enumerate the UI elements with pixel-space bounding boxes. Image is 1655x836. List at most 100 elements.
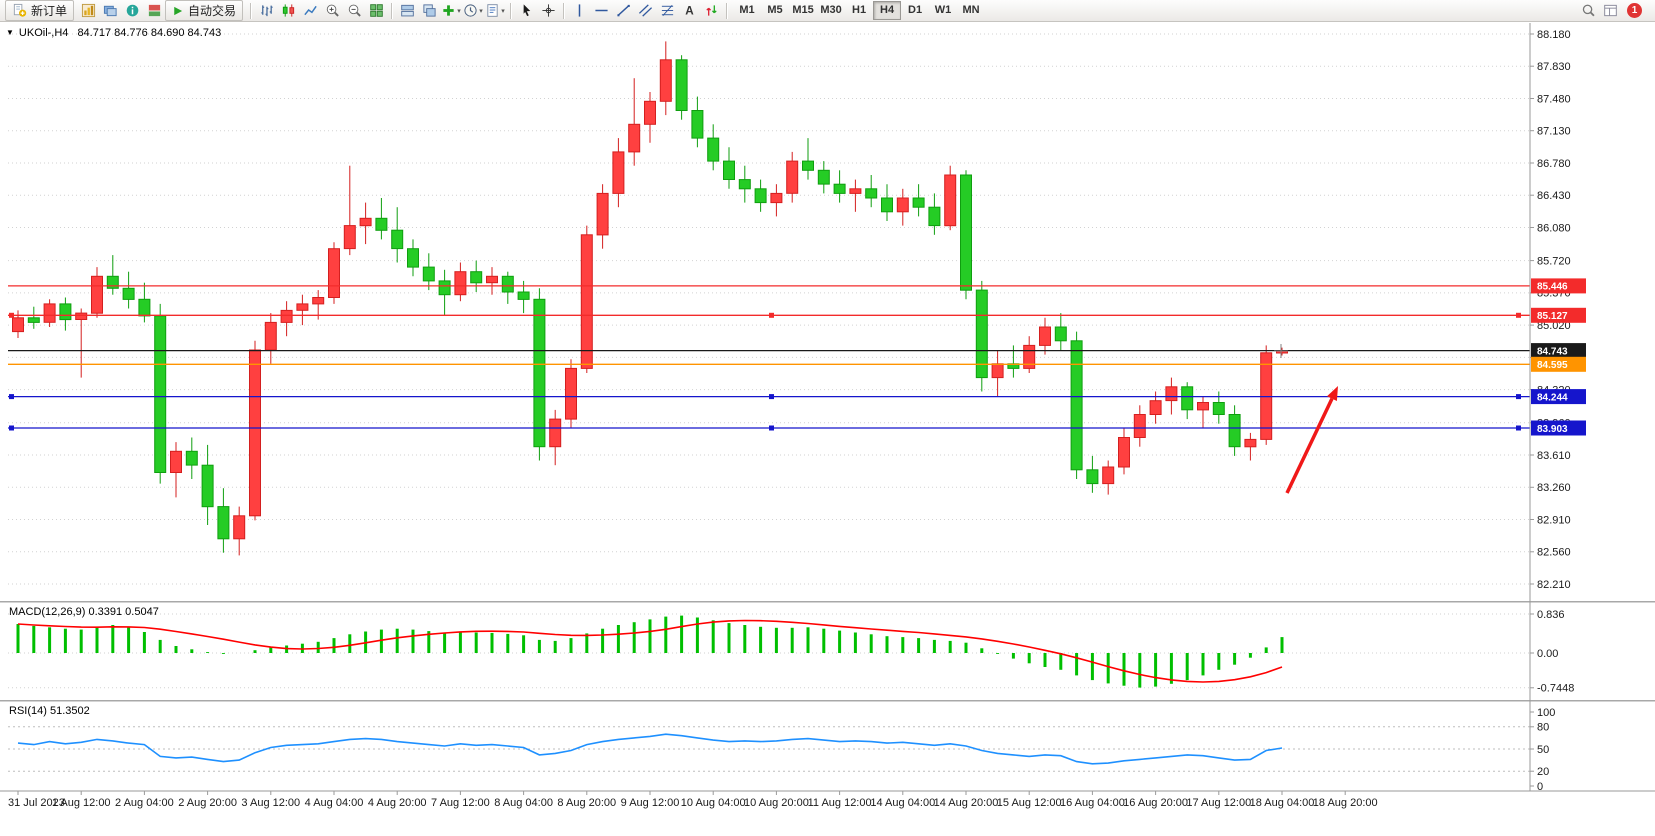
search-icon[interactable] — [1577, 1, 1599, 20]
trendline-icon[interactable] — [612, 1, 634, 20]
svg-text:-0.7448: -0.7448 — [1537, 683, 1574, 695]
channel-icon[interactable] — [634, 1, 656, 20]
candle — [217, 488, 230, 553]
auto-trading-button[interactable]: 自动交易 — [165, 0, 244, 21]
line-handle[interactable] — [769, 394, 774, 400]
hline-84.244[interactable] — [8, 394, 1530, 400]
indicators-icon[interactable]: ▾ — [440, 1, 462, 20]
macd-indicator-label: MACD(12,26,9) 0.3391 0.5047 — [9, 606, 159, 618]
timeframe-button-m30[interactable]: M30 — [820, 4, 842, 16]
horizontal-line-icon[interactable] — [590, 1, 612, 20]
crosshair-icon[interactable] — [537, 1, 559, 20]
line-handle[interactable] — [769, 425, 774, 431]
candle — [407, 239, 419, 277]
profiles-icon[interactable] — [99, 1, 121, 20]
tile-windows-icon[interactable] — [365, 1, 387, 20]
candle — [185, 437, 198, 479]
svg-text:15 Aug 12:00: 15 Aug 12:00 — [997, 797, 1062, 809]
candle — [280, 301, 293, 337]
templates-icon[interactable]: ▾ — [484, 1, 506, 20]
cascade-windows-icon[interactable] — [418, 1, 440, 20]
arrange-windows-icon[interactable] — [396, 1, 418, 20]
symbol-dropdown-icon[interactable]: ▼ — [6, 28, 14, 37]
candle — [1244, 432, 1257, 461]
candle — [1054, 313, 1067, 350]
notification-badge[interactable]: 1 — [1627, 3, 1642, 18]
panel-separator-rsi[interactable] — [0, 700, 1655, 703]
candle — [1118, 428, 1130, 475]
new-chart-icon[interactable] — [77, 1, 99, 20]
svg-text:9 Aug 12:00: 9 Aug 12:00 — [621, 797, 680, 809]
svg-text:0.00: 0.00 — [1537, 648, 1558, 660]
dropdown-caret-icon: ▾ — [501, 7, 505, 15]
line-handle[interactable] — [9, 394, 14, 400]
svg-text:87.830: 87.830 — [1537, 61, 1571, 73]
timeframe-button-d1[interactable]: D1 — [908, 4, 923, 16]
candle — [486, 267, 498, 295]
new-order-icon — [12, 3, 27, 18]
line-handle[interactable] — [9, 312, 14, 318]
svg-text:20: 20 — [1537, 766, 1549, 778]
hline-85.127[interactable] — [8, 312, 1530, 318]
svg-text:18 Aug 20:00: 18 Aug 20:00 — [1313, 797, 1378, 809]
data-window-icon[interactable] — [121, 1, 143, 20]
layout-icon[interactable] — [1599, 1, 1621, 20]
svg-text:85.446: 85.446 — [1537, 282, 1568, 293]
zoom-in-icon[interactable] — [321, 1, 343, 20]
new-order-button[interactable]: 新订单 — [5, 0, 75, 21]
line-handle[interactable] — [1516, 425, 1521, 431]
hline-83.903[interactable] — [8, 425, 1530, 431]
candle — [723, 147, 735, 189]
timeframe-button-h4[interactable]: H4 — [873, 1, 902, 20]
candle — [422, 253, 435, 291]
candle — [644, 92, 656, 143]
candle — [659, 41, 672, 116]
candle — [75, 308, 88, 378]
periods-icon[interactable]: ▾ — [462, 1, 484, 20]
candle — [328, 242, 340, 304]
candle — [975, 280, 988, 392]
timeframe-button-m5[interactable]: M5 — [767, 4, 783, 16]
candle — [296, 294, 309, 326]
zoom-out-icon[interactable] — [343, 1, 365, 20]
candle — [596, 184, 609, 249]
candle — [170, 442, 182, 498]
timeframe-button-m1[interactable]: M1 — [739, 4, 755, 16]
line-handle[interactable] — [1516, 394, 1521, 400]
text-icon[interactable]: A — [678, 1, 700, 20]
svg-text:86.080: 86.080 — [1537, 222, 1571, 234]
candle — [501, 271, 514, 304]
line-handle[interactable] — [769, 312, 774, 318]
timeframe-button-m15[interactable]: M15 — [792, 4, 814, 16]
timeframe-button-w1[interactable]: W1 — [934, 4, 952, 16]
vertical-line-icon[interactable] — [568, 1, 590, 20]
bar-chart-icon[interactable] — [255, 1, 277, 20]
line-handle[interactable] — [9, 425, 14, 431]
arrows-icon[interactable] — [700, 1, 722, 20]
candlestick-chart-icon[interactable] — [277, 1, 299, 20]
svg-text:1 Aug 12:00: 1 Aug 12:00 — [52, 797, 111, 809]
svg-text:4 Aug 04:00: 4 Aug 04:00 — [305, 797, 364, 809]
navigator-icon[interactable] — [143, 1, 165, 20]
svg-text:80: 80 — [1537, 722, 1549, 734]
candle — [612, 138, 625, 208]
macd-grid — [8, 613, 1530, 689]
candle — [881, 184, 893, 221]
candle — [1086, 455, 1099, 493]
svg-text:18 Aug 04:00: 18 Aug 04:00 — [1250, 797, 1315, 809]
line-chart-icon[interactable] — [299, 1, 321, 20]
fibonacci-icon[interactable] — [656, 1, 678, 20]
candle — [43, 299, 56, 327]
chart-symbol-label: ▼ UKOil-,H4 84.717 84.776 84.690 84.743 — [6, 27, 221, 39]
panel-separator-macd[interactable] — [0, 601, 1655, 604]
line-handle[interactable] — [1516, 312, 1521, 318]
candle — [786, 151, 799, 203]
timeframe-button-mn[interactable]: MN — [962, 4, 980, 16]
candle — [549, 409, 562, 466]
trend-arrow[interactable] — [1285, 386, 1338, 494]
timeframe-button-h1[interactable]: H1 — [852, 4, 867, 16]
cursor-icon[interactable] — [515, 1, 537, 20]
